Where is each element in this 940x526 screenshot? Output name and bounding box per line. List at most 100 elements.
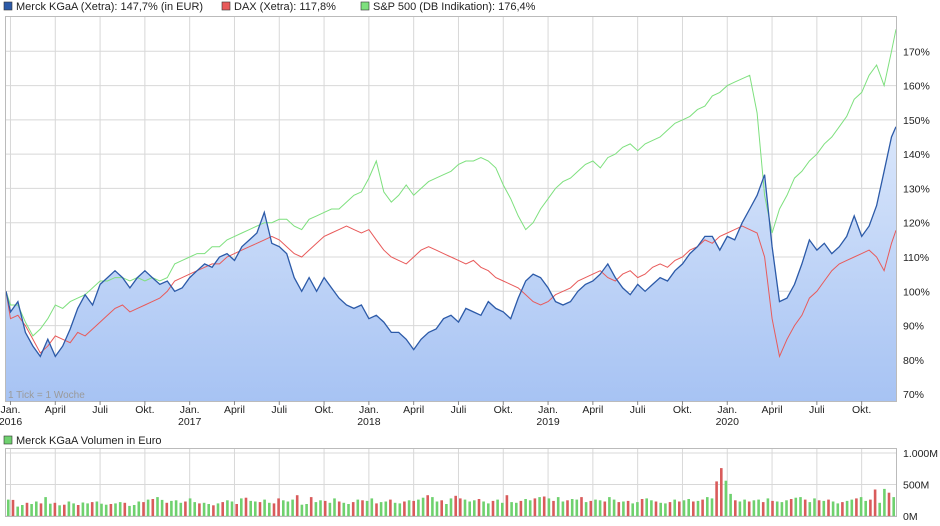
- x-tick-label: April: [224, 404, 245, 416]
- volume-bar: [775, 501, 779, 516]
- volume-bar: [379, 502, 383, 516]
- volume-bar: [53, 502, 57, 516]
- volume-bar: [817, 500, 821, 517]
- volume-bar: [636, 502, 639, 516]
- x-tick-label: Juli: [271, 404, 287, 416]
- volume-bar: [212, 505, 215, 516]
- volume-bar: [81, 502, 85, 516]
- volume-bar: [696, 500, 700, 516]
- volume-bar: [626, 500, 630, 516]
- volume-bar: [305, 504, 308, 516]
- x-tick-year: 2020: [716, 416, 740, 428]
- volume-bar: [501, 502, 504, 516]
- volume-bar: [743, 499, 746, 516]
- y-tick-label: 140%: [903, 149, 930, 161]
- volume-bar: [90, 502, 94, 516]
- merck-area: [6, 126, 896, 401]
- volume-bar: [720, 468, 723, 516]
- x-tick-label: Juli: [809, 404, 825, 416]
- x-tick-label: Okt.: [852, 404, 871, 416]
- x-tick-label: April: [762, 404, 783, 416]
- volume-bar: [263, 499, 266, 516]
- volume-bar: [785, 500, 788, 517]
- volume-bar: [412, 500, 415, 516]
- volume-bar: [482, 501, 485, 516]
- volume-bar: [747, 501, 751, 516]
- y-tick-label: 100%: [903, 286, 930, 298]
- volume-bar: [538, 497, 541, 516]
- volume-bar: [803, 499, 807, 516]
- x-tick-year: 2019: [536, 416, 560, 428]
- volume-bar: [491, 500, 495, 516]
- volume-bar: [216, 503, 220, 516]
- volume-bar: [132, 505, 136, 516]
- volume-bar: [850, 499, 854, 516]
- volume-bar: [766, 498, 770, 516]
- volume-bar: [692, 501, 695, 516]
- volume-bar: [230, 501, 234, 516]
- x-tick-label: Jan.: [180, 404, 200, 416]
- volume-bar: [128, 505, 131, 516]
- x-tick-label: Juli: [630, 404, 646, 416]
- volume-bar: [319, 500, 322, 517]
- volume-bar: [202, 502, 206, 516]
- y-tick-label: 130%: [903, 183, 930, 195]
- volume-bar: [435, 501, 439, 516]
- volume-bar: [612, 499, 616, 516]
- price-chart: 1 Tick = 1 Woche 70% 80% 90% 100% 110% 120% 13…: [0, 16, 930, 428]
- volume-bar: [789, 499, 793, 516]
- volume-bar: [780, 502, 784, 516]
- volume-bar: [151, 499, 155, 516]
- volume-bar: [580, 497, 583, 516]
- volume-bar: [668, 502, 672, 516]
- volume-bar: [314, 502, 318, 516]
- volume-bar: [608, 497, 611, 516]
- volume-bar: [883, 488, 886, 516]
- volume-bar: [328, 502, 332, 516]
- y-tick-label: 150%: [903, 115, 930, 127]
- volume-bar: [603, 501, 607, 516]
- volume-bar: [407, 500, 411, 517]
- volume-bar: [859, 497, 863, 516]
- volume-bar: [715, 481, 718, 516]
- volume-bar: [617, 502, 621, 516]
- volume-bar: [724, 480, 728, 516]
- volume-bar: [384, 501, 388, 516]
- volume-bar: [86, 503, 89, 516]
- volume-bar: [142, 502, 145, 516]
- volume-bar: [431, 497, 434, 516]
- volume-bar: [654, 501, 658, 516]
- x-tick-label: Juli: [451, 404, 467, 416]
- volume-bar: [533, 498, 537, 516]
- legend-label-dax: DAX (Xetra): 117,8%: [234, 1, 336, 13]
- volume-bar: [515, 502, 518, 516]
- volume-bar: [440, 500, 443, 517]
- volume-bar: [193, 502, 196, 516]
- volume-bar: [137, 501, 141, 516]
- volume-bar: [547, 498, 551, 516]
- volume-bar: [589, 500, 593, 516]
- volume-bar: [291, 499, 294, 516]
- legend-swatch-merck: [3, 1, 13, 11]
- x-tick-label: Okt.: [135, 404, 154, 416]
- volume-bar: [836, 503, 840, 516]
- volume-bar: [235, 504, 238, 516]
- volume-bar: [347, 504, 350, 516]
- legend-swatch-dax: [221, 1, 231, 11]
- volume-bar: [226, 500, 229, 517]
- volume-bar: [398, 503, 402, 516]
- volume-bar: [552, 500, 555, 516]
- volume-bar: [869, 499, 872, 516]
- volume-bar: [519, 500, 523, 516]
- volume-bar: [277, 498, 280, 516]
- volume-bar: [403, 501, 406, 516]
- volume-bar: [16, 506, 19, 516]
- volume-bar: [496, 499, 499, 516]
- volume-bar: [640, 499, 644, 516]
- volume-bar: [11, 499, 15, 516]
- x-tick-year: 2017: [178, 416, 202, 428]
- volume-bar: [855, 498, 858, 516]
- volume-bar: [673, 499, 676, 516]
- volume-bar: [254, 501, 257, 516]
- volume-bar: [258, 502, 262, 516]
